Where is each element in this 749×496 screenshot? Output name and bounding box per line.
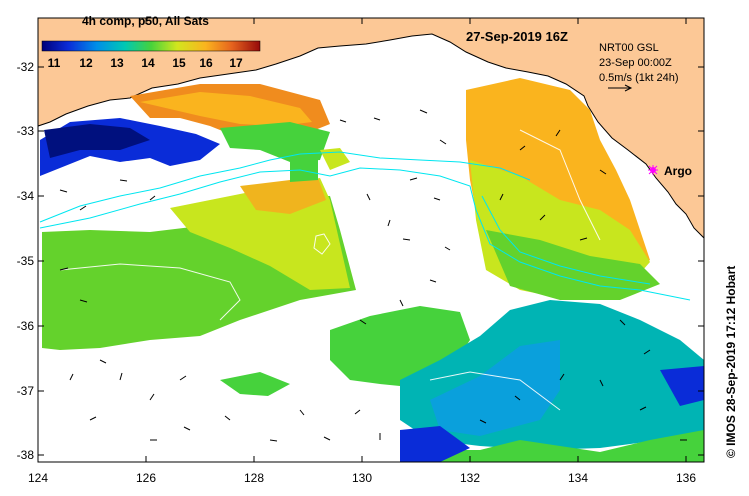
current-contours — [39, 151, 691, 301]
x-tick-label: 134 — [567, 471, 589, 485]
colorbar-title: 4h comp, p50, All Sats — [82, 14, 209, 28]
x-tick-label: 132 — [459, 471, 481, 485]
colorbar-tick: 16 — [199, 56, 213, 70]
x-tick-label: 130 — [351, 471, 373, 485]
scale-arrow — [608, 84, 633, 92]
credit-text: © IMOS 28-Sep-2019 17:12 Hobart — [724, 265, 738, 458]
axis-ticks — [37, 18, 704, 462]
y-tick-label: -36 — [16, 319, 34, 333]
nrt-source: NRT00 GSL — [599, 42, 659, 54]
sst-contours — [59, 129, 601, 411]
y-tick-label: -32 — [16, 60, 34, 74]
land-mass — [37, 17, 705, 240]
colorbar-tick: 17 — [229, 56, 243, 70]
y-tick-label: -34 — [16, 189, 34, 203]
colorbar-tick: 12 — [79, 56, 93, 70]
sst-data-layer — [40, 78, 704, 462]
y-tick-label: -38 — [16, 448, 34, 462]
colorbar-tick: 15 — [172, 56, 186, 70]
nrt-scale: 0.5m/s (1kt 24h) — [599, 72, 679, 84]
current-vectors — [59, 109, 687, 442]
argo-label: Argo — [664, 164, 692, 178]
colorbar — [41, 40, 261, 52]
y-tick-label: -35 — [16, 254, 34, 268]
x-tick-label: 128 — [243, 471, 265, 485]
colorbar-tick: 11 — [47, 56, 61, 70]
colorbar-tick: 13 — [110, 56, 124, 70]
y-tick-label: -37 — [16, 384, 34, 398]
x-tick-label: 124 — [27, 471, 49, 485]
colorbar-tick: 14 — [141, 56, 155, 70]
y-tick-label: -33 — [16, 124, 34, 138]
x-tick-label: 126 — [135, 471, 157, 485]
map-datetime: 27-Sep-2019 16Z — [466, 29, 568, 44]
x-tick-label: 136 — [675, 471, 697, 485]
nrt-time: 23-Sep 00:00Z — [599, 57, 672, 69]
argo-marker-icon — [648, 165, 658, 175]
